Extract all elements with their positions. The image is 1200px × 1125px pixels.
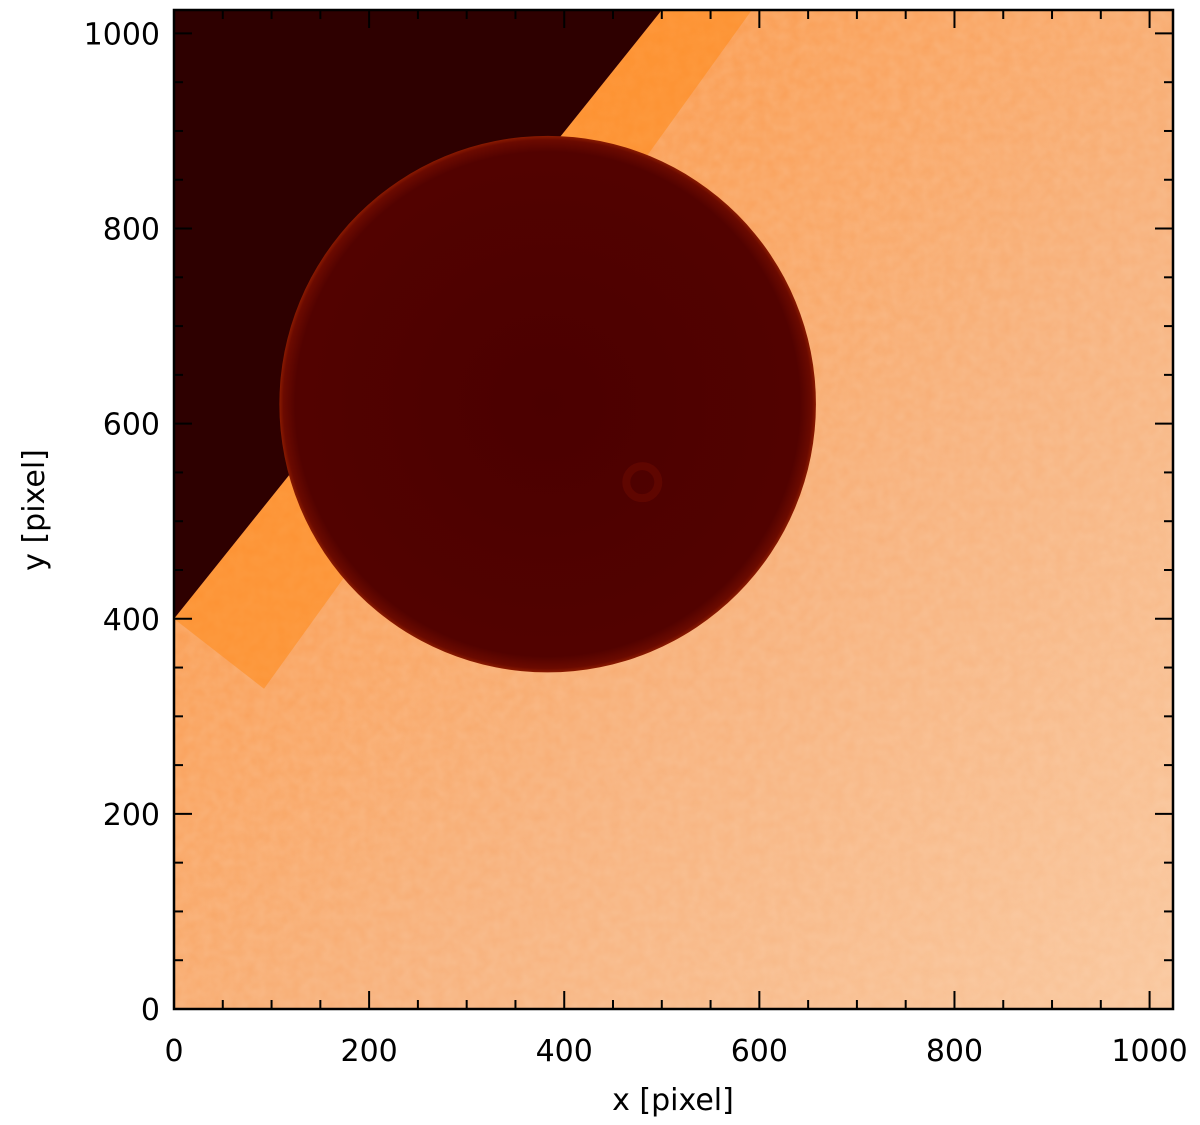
plot-frame — [172, 8, 1175, 1011]
y-tick-label: 200 — [103, 798, 160, 833]
y-tick-label: 600 — [103, 408, 160, 443]
y-tick-label: 0 — [141, 993, 160, 1028]
x-axis-label: x [pixel] — [612, 1083, 734, 1118]
tick-labels: 0 200 400 600 800 1000 0 200 400 600 800 1000 — [84, 17, 1188, 1069]
x-tick-label: 600 — [731, 1034, 788, 1069]
disk-feature — [622, 462, 663, 503]
x-tick-label: 0 — [164, 1034, 183, 1069]
x-tick-label: 400 — [536, 1034, 593, 1069]
axis-ticks — [173, 10, 1173, 1010]
planet-disk — [279, 135, 816, 673]
y-axis-label: y [pixel] — [17, 449, 52, 571]
y-tick-label: 1000 — [84, 17, 160, 52]
x-tick-label: 800 — [926, 1034, 983, 1069]
x-tick-label: 200 — [340, 1034, 397, 1069]
x-tick-label: 1000 — [1111, 1034, 1187, 1069]
y-tick-label: 400 — [103, 603, 160, 638]
y-tick-label: 800 — [103, 213, 160, 248]
solar-image — [174, 10, 1173, 1009]
